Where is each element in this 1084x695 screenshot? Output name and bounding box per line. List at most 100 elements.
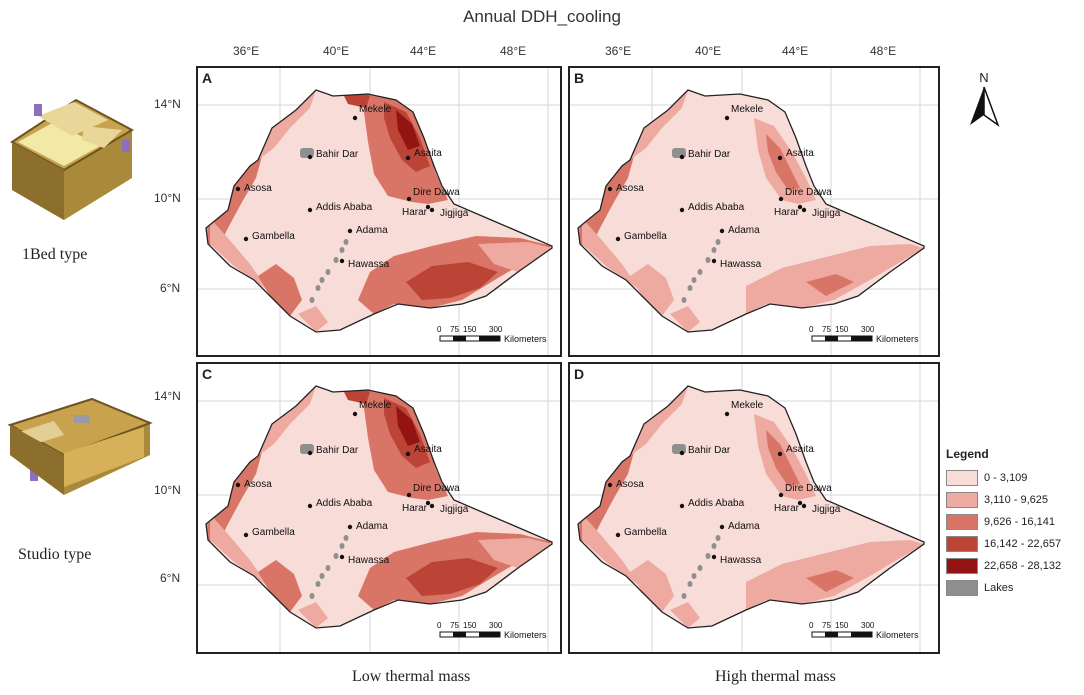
city-marker — [339, 554, 345, 560]
rift-valley-lake — [697, 269, 703, 275]
lon-tick-label: 44°E — [410, 44, 437, 58]
legend-label: 16,142 - 22,657 — [984, 538, 1062, 550]
city-label: Asaita — [414, 444, 442, 455]
rift-valley-lake — [691, 277, 697, 283]
city-label: Adama — [728, 521, 760, 532]
city-marker — [429, 207, 435, 213]
city-label: Asosa — [616, 479, 644, 490]
city-marker — [406, 492, 412, 498]
scale-tick-label: 150 — [463, 325, 477, 334]
rift-valley-lake — [705, 553, 711, 559]
city-label: Addis Ababa — [316, 202, 373, 213]
legend-label: 22,658 - 28,132 — [984, 560, 1062, 572]
scale-tick-label: 75 — [450, 621, 459, 630]
rift-valley-lake — [339, 543, 345, 549]
legend-swatch — [946, 492, 978, 508]
city-marker — [801, 207, 807, 213]
city-marker — [615, 236, 621, 242]
rift-valley-lake — [319, 573, 325, 579]
scale-tick-label: 150 — [463, 621, 477, 630]
city-marker — [339, 258, 345, 264]
city-marker — [778, 196, 784, 202]
city-label: Adama — [356, 521, 388, 532]
city-marker — [615, 532, 621, 538]
city-label: Asaita — [786, 148, 814, 159]
rift-valley-lake — [711, 247, 717, 253]
scale-unit-label: Kilometers — [876, 334, 919, 344]
city-marker — [406, 196, 412, 202]
legend-swatch — [946, 558, 978, 574]
city-marker — [405, 155, 411, 161]
legend: Legend 0 - 3,109 3,110 - 9,625 9,626 - 16,… — [946, 447, 1080, 607]
legend-label: 3,110 - 9,625 — [984, 494, 1049, 506]
rift-valley-lake — [315, 581, 321, 587]
legend-item: 9,626 - 16,141 — [946, 513, 1055, 531]
panel-letter: D — [574, 366, 585, 382]
panel-letter: B — [574, 70, 585, 86]
rift-valley-lake — [343, 535, 349, 541]
city-label: Mekele — [359, 400, 392, 411]
legend-item: 22,658 - 28,132 — [946, 557, 1061, 575]
city-marker — [777, 155, 783, 161]
city-marker — [352, 115, 358, 121]
rift-valley-lake — [333, 553, 339, 559]
city-marker — [719, 228, 725, 234]
city-label: Gambella — [624, 527, 667, 538]
legend-swatch — [946, 536, 978, 552]
rift-valley-lake — [339, 247, 345, 253]
lon-tick-label: 36°E — [233, 44, 260, 58]
panel-letter: A — [202, 70, 213, 86]
column-label-high: High thermal mass — [715, 668, 836, 685]
city-label: Addis Ababa — [688, 202, 745, 213]
city-label: Dire Dawa — [413, 187, 460, 198]
city-marker — [724, 411, 730, 417]
scale-tick-label: 0 — [437, 621, 442, 630]
legend-label: 9,626 - 16,141 — [984, 516, 1055, 528]
city-label: Bahir Dar — [316, 445, 359, 456]
label-1bed-type: 1Bed type — [22, 246, 88, 263]
rift-valley-lake — [711, 543, 717, 549]
city-label: Jigjiga — [440, 504, 469, 515]
city-label: Hawassa — [348, 259, 390, 270]
city-label: Addis Ababa — [688, 498, 745, 509]
city-marker — [719, 524, 725, 530]
city-label: Hawassa — [720, 259, 762, 270]
city-label: Bahir Dar — [316, 149, 359, 160]
map-panel-b: Mekele Bahir Dar Asaita Asosa Dire Dawa Addis… — [568, 66, 940, 357]
figure-title: Annual DDH_cooling — [463, 7, 621, 26]
city-marker — [235, 482, 241, 488]
city-marker — [797, 500, 803, 506]
city-label: Bahir Dar — [688, 445, 731, 456]
city-marker — [801, 503, 807, 509]
city-label: Harar — [402, 503, 428, 514]
north-arrow: N — [966, 70, 1002, 132]
north-label: N — [979, 70, 989, 85]
map-panel-d: Mekele Bahir Dar Asaita Asosa Dire Dawa Addis… — [568, 362, 940, 654]
scale-tick-label: 0 — [437, 325, 442, 334]
rift-valley-lake — [681, 297, 687, 303]
rift-valley-lake — [333, 257, 339, 263]
city-label: Jigjiga — [440, 208, 469, 219]
city-label: Asaita — [414, 148, 442, 159]
city-label: Asosa — [244, 183, 272, 194]
city-label: Hawassa — [720, 555, 762, 566]
lat-tick-label: 6°N — [160, 281, 181, 295]
scale-tick-label: 300 — [861, 621, 875, 630]
city-marker — [711, 554, 717, 560]
legend-label: Lakes — [984, 582, 1014, 594]
rift-valley-lake — [691, 573, 697, 579]
city-marker — [307, 503, 313, 509]
map-panel-a: Mekele Bahir Dar Asaita Asosa Dire Dawa Addis… — [196, 66, 562, 357]
legend-item: 0 - 3,109 — [946, 469, 1027, 487]
city-label: Hawassa — [348, 555, 390, 566]
city-label: Bahir Dar — [688, 149, 731, 160]
city-label: Jigjiga — [812, 504, 841, 515]
city-label: Harar — [774, 503, 800, 514]
city-marker — [307, 154, 313, 160]
city-label: Adama — [728, 225, 760, 236]
legend-swatch — [946, 470, 978, 486]
city-marker — [777, 451, 783, 457]
legend-swatch — [946, 514, 978, 530]
city-label: Dire Dawa — [785, 187, 832, 198]
